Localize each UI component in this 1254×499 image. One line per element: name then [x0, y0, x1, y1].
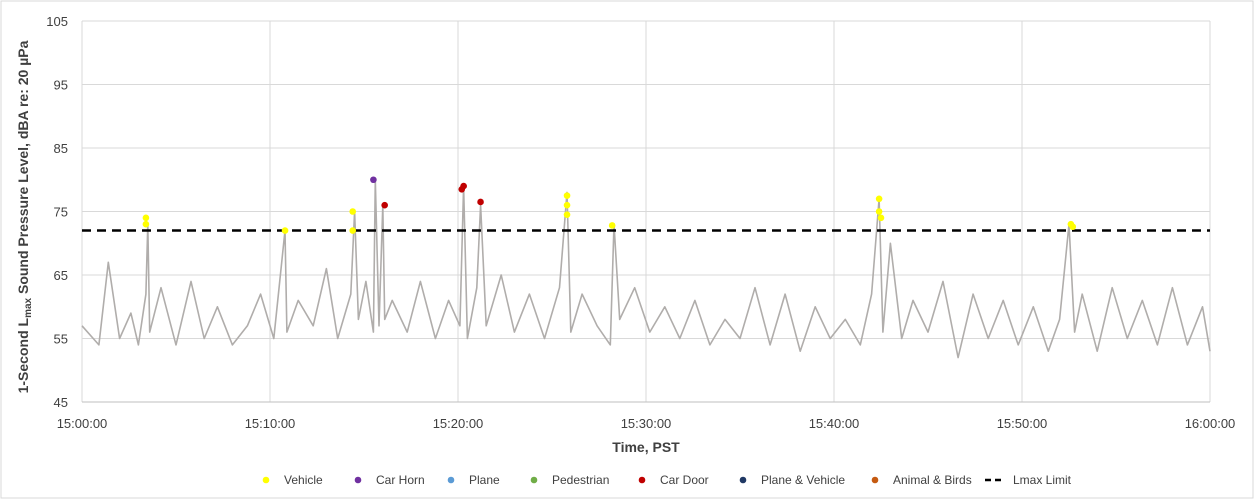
vehicle-point — [142, 220, 150, 228]
y-tick-label: 105 — [46, 14, 68, 29]
legend-marker — [447, 476, 455, 484]
vehicle-point — [281, 227, 289, 234]
car-door-point — [477, 198, 484, 206]
y-axis-title-part-1: 1-Second L — [15, 317, 31, 393]
legend-item-animal-birds: Animal & Birds — [871, 473, 972, 487]
legend-marker — [354, 476, 362, 484]
vehicle-point — [563, 211, 571, 218]
legend-item-vehicle: Vehicle — [262, 473, 323, 487]
vehicle-point — [142, 214, 150, 222]
legend-marker — [262, 476, 270, 484]
x-axis-tick-labels: 15:00:00 15:10:00 15:20:00 15:30:00 15:40:00… — [57, 416, 1236, 431]
x-tick-label: 15:30:00 — [621, 416, 672, 431]
x-tick-label: 15:50:00 — [997, 416, 1048, 431]
legend-label: Pedestrian — [552, 473, 609, 487]
legend-marker — [739, 476, 747, 484]
x-tick-label: 15:00:00 — [57, 416, 108, 431]
vehicle-point — [608, 222, 616, 229]
sound-level-trace-line — [81, 179, 1211, 359]
vehicle-point — [349, 227, 357, 234]
event-markers — [142, 176, 1077, 234]
vehicle-point — [875, 208, 883, 215]
x-tick-label: 15:10:00 — [245, 416, 296, 431]
car-door-point — [381, 201, 388, 209]
legend-label: Car Horn — [376, 473, 425, 487]
x-tick-label: 15:20:00 — [433, 416, 484, 431]
y-axis-title-part-2: Sound Pressure Level, dBA re: 20 µPa — [15, 40, 31, 298]
gridlines — [81, 20, 1211, 403]
y-axis-tick-labels: 45 55 65 75 85 95 105 — [46, 14, 68, 410]
legend-item-pedestrian: Pedestrian — [530, 473, 609, 487]
legend-label: Car Door — [660, 473, 709, 487]
legend-item-lmax-limit: Lmax Limit — [985, 473, 1072, 487]
y-tick-label: 75 — [54, 205, 68, 220]
vehicle-point — [349, 208, 357, 215]
legend-label: Vehicle — [284, 473, 323, 487]
sound-level-trace — [81, 179, 1211, 359]
legend-marker — [530, 476, 538, 484]
vehicle-point — [563, 192, 571, 199]
y-tick-label: 55 — [54, 332, 68, 347]
y-tick-label: 85 — [54, 141, 68, 156]
y-axis-title: 1-Second Lmax Sound Pressure Level, dBA … — [15, 40, 34, 393]
x-tick-label: 15:40:00 — [809, 416, 860, 431]
y-tick-label: 95 — [54, 78, 68, 93]
vehicle-point — [1069, 223, 1077, 231]
legend-label: Lmax Limit — [1013, 473, 1072, 487]
y-tick-label: 45 — [54, 395, 68, 410]
car-door-point — [460, 182, 467, 190]
legend-label: Plane — [469, 473, 500, 487]
legend-label: Animal & Birds — [893, 473, 972, 487]
y-tick-label: 65 — [54, 268, 68, 283]
y-axis-title-subscript: max — [23, 297, 34, 317]
legend-item-plane-vehicle: Plane & Vehicle — [739, 473, 845, 487]
x-axis-title: Time, PST — [612, 439, 680, 455]
legend-item-car-horn: Car Horn — [354, 473, 425, 487]
legend-item-car-door: Car Door — [638, 473, 709, 487]
vehicle-point — [875, 195, 883, 203]
vehicle-point — [877, 214, 885, 222]
legend-item-plane: Plane — [447, 473, 500, 487]
legend-marker — [871, 476, 879, 484]
x-tick-label: 16:00:00 — [1185, 416, 1236, 431]
vehicle-point — [563, 201, 571, 209]
legend-marker — [638, 476, 646, 484]
car-horn-point — [370, 176, 377, 184]
legend: Vehicle Car Horn Plane Pedestrian Car Door Pl… — [262, 473, 1072, 487]
legend-label: Plane & Vehicle — [761, 473, 845, 487]
